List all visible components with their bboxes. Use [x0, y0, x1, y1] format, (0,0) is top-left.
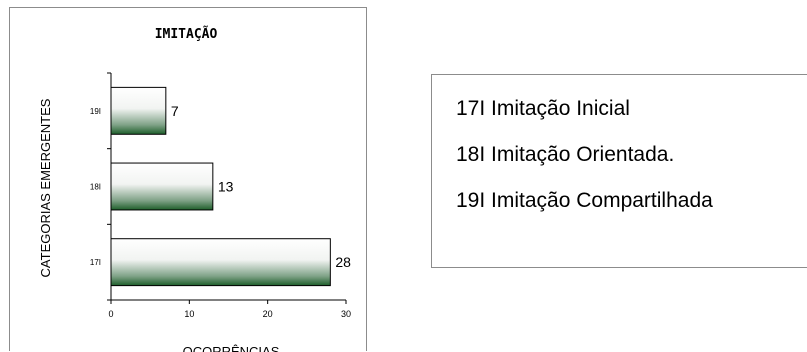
data-label-19i: 7 — [171, 103, 179, 119]
x-tick-label: 30 — [341, 309, 351, 319]
category-label-17i: 17I — [90, 258, 101, 267]
bar-chart: IMITAÇÃO CATEGORIAS EMERGENTES OCORRÊNCI… — [38, 26, 351, 352]
data-label-18i: 13 — [218, 179, 234, 195]
chart-frame: IMITAÇÃO CATEGORIAS EMERGENTES OCORRÊNCI… — [9, 7, 367, 352]
category-label-18i: 18I — [90, 183, 101, 192]
chart-title: IMITAÇÃO — [155, 26, 218, 42]
bar-17i — [110, 238, 331, 287]
x-tick-label: 20 — [263, 309, 273, 319]
legend-item-18i: 18I Imitação Orientada. — [456, 143, 675, 166]
x-tick-label: 10 — [184, 309, 194, 319]
legend-item-19i: 19I Imitação Compartilhada — [456, 189, 713, 212]
data-label-17i: 28 — [335, 254, 351, 270]
x-axis-label: OCORRÊNCIAS — [183, 344, 280, 352]
legend-box: 17I Imitação Inicial 18I Imitação Orient… — [431, 74, 807, 268]
bar-19i — [110, 86, 167, 135]
legend-item-17i: 17I Imitação Inicial — [456, 97, 630, 120]
y-axis-label: CATEGORIAS EMERGENTES — [38, 98, 53, 277]
bar-18i — [110, 162, 214, 211]
category-label-19i: 19I — [90, 107, 101, 116]
x-tick-label: 0 — [108, 309, 113, 319]
